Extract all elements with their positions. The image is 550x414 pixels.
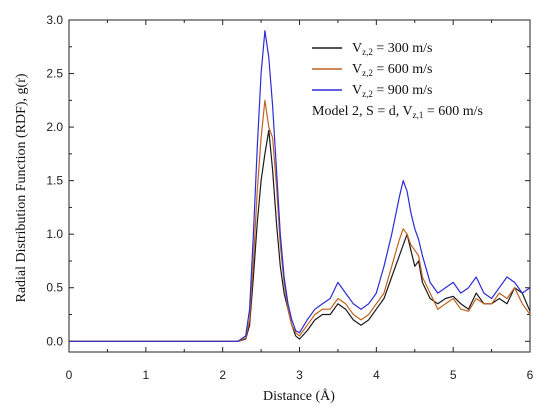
y-tick-label: 2.0 [46, 120, 63, 134]
legend-note-sub: z,1 [413, 110, 424, 120]
y-tick-label: 2.5 [46, 67, 63, 81]
x-tick-label: 5 [450, 368, 457, 382]
y-tick-label: 1.0 [46, 227, 63, 241]
y-axis: 0.0 0.5 1.0 1.5 2.0 2.5 3.0 [46, 13, 530, 348]
x-axis-title: Distance (Å) [263, 388, 335, 404]
x-tick-label: 3 [296, 368, 303, 382]
y-tick-label: 1.5 [46, 174, 63, 188]
legend-label-sub: z,2 [362, 89, 373, 99]
plot-frame [68, 19, 531, 353]
x-tick-label: 0 [66, 368, 73, 382]
series-line-1 [69, 129, 531, 342]
x-tick-label: 2 [219, 368, 226, 382]
x-tick-label: 1 [142, 368, 149, 382]
y-axis-title: Radial Distribution Function (RDF), g(r) [14, 73, 29, 302]
x-tick-label: 6 [527, 368, 534, 382]
series-line-2 [69, 99, 531, 342]
legend-label-2: Vz,2 = 600 m/s [352, 62, 433, 78]
y-tick-label: 0.0 [46, 334, 63, 348]
legend-label-suffix: = 300 m/s [373, 41, 433, 56]
legend-label-suffix: = 900 m/s [373, 83, 433, 98]
legend-note-prefix: Model 2, S = d, V [312, 104, 413, 119]
legend-label-sub: z,2 [362, 47, 373, 57]
legend-note: Model 2, S = d, Vz,1 = 600 m/s [312, 104, 483, 120]
y-tick-label: 0.5 [46, 281, 63, 295]
legend: Vz,2 = 300 m/sVz,2 = 600 m/sVz,2 = 900 m… [312, 41, 483, 120]
legend-label-3: Vz,2 = 900 m/s [352, 83, 433, 99]
legend-label-prefix: V [352, 41, 362, 56]
legend-label-sub: z,2 [362, 68, 373, 78]
legend-note-suffix: = 600 m/s [423, 104, 483, 119]
y-tick-label: 3.0 [46, 13, 63, 27]
legend-label-1: Vz,2 = 300 m/s [352, 41, 433, 57]
legend-label-prefix: V [352, 62, 362, 77]
legend-label-prefix: V [352, 83, 362, 98]
x-axis: 0 1 2 3 4 5 6 [66, 20, 534, 382]
series-layer [69, 30, 531, 342]
x-tick-label: 4 [373, 368, 380, 382]
legend-label-suffix: = 600 m/s [373, 62, 433, 77]
series-line-3 [69, 30, 531, 342]
